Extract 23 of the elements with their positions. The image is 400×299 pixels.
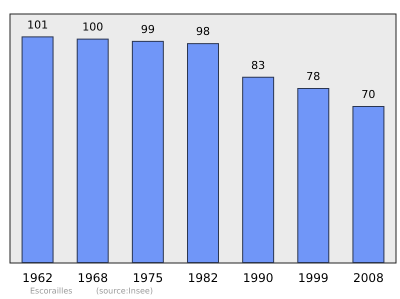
bar [22, 36, 54, 263]
data-label: 99 [140, 22, 155, 36]
x-tick-label: 1968 [77, 271, 108, 285]
data-label: 101 [27, 18, 48, 32]
data-label: 83 [251, 58, 266, 72]
text: Escorailles [30, 286, 72, 296]
x-tick-label: 1962 [22, 271, 53, 285]
x-tick-label: 2008 [353, 271, 384, 285]
data-label: 98 [196, 25, 210, 38]
x-tick-label: 1982 [188, 271, 218, 285]
data-label: 78 [306, 70, 320, 84]
x-tick-label: 1990 [242, 271, 274, 285]
bar [352, 106, 384, 263]
x-tick-label: 1975 [132, 271, 164, 285]
bar [187, 43, 219, 263]
bar [76, 38, 109, 263]
text: (source:Insee) [96, 286, 153, 296]
x-tick-label: 1999 [298, 271, 329, 285]
bar [242, 76, 274, 263]
data-label: 100 [82, 20, 104, 34]
bar [132, 40, 164, 263]
bar [297, 88, 330, 263]
data-label: 70 [361, 88, 376, 101]
